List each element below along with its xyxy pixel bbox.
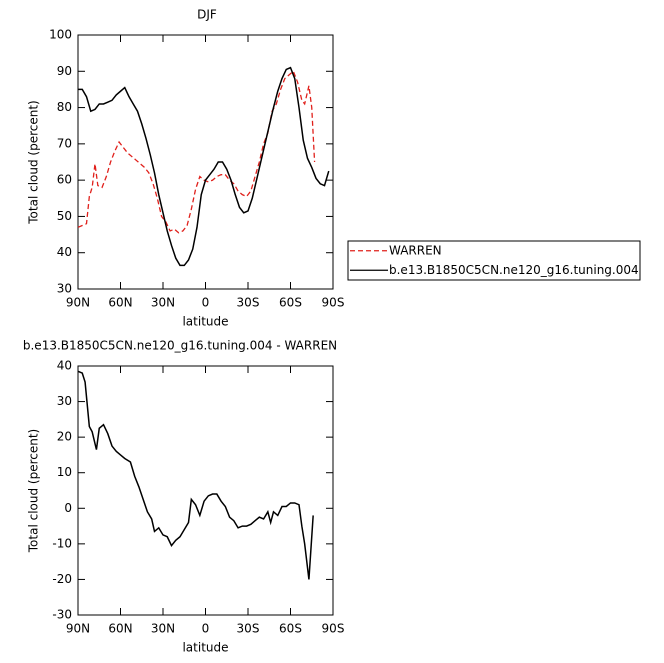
y-tick-label: 40 [57, 245, 72, 259]
y-tick-label: 90 [57, 64, 72, 78]
plot-frame [77, 34, 334, 290]
y-tick-label: -30 [52, 608, 72, 622]
y-tick-label: 20 [57, 430, 72, 444]
y-axis-label: Total cloud (percent) [27, 429, 41, 553]
x-tick-label: 60S [279, 296, 302, 310]
x-tick-label: 30N [151, 296, 175, 310]
y-tick-label: 80 [57, 100, 72, 114]
x-tick-label: 0 [202, 296, 210, 310]
x-tick-label: 60N [108, 296, 132, 310]
x-tick-label: 0 [202, 622, 210, 636]
y-tick-label: 50 [57, 209, 72, 223]
x-tick-label: 60S [279, 622, 302, 636]
y-tick-label: 30 [57, 282, 72, 296]
series-line [77, 370, 314, 580]
series-line [77, 70, 316, 234]
x-axis-label: latitude [182, 315, 228, 329]
y-tick-label: 100 [49, 28, 72, 42]
y-tick-label: 60 [57, 173, 72, 187]
y-tick-label: 0 [64, 501, 72, 515]
legend-box [347, 240, 641, 281]
chart-title: DJF [197, 8, 217, 22]
plot-frame [77, 365, 334, 616]
x-tick-label: 60N [108, 622, 132, 636]
series-line [78, 66, 330, 267]
y-tick-label: 70 [57, 136, 72, 150]
x-tick-label: 90N [66, 296, 90, 310]
x-axis-label: latitude [182, 641, 228, 655]
y-tick-label: -20 [52, 572, 72, 586]
x-tick-label: 30N [151, 622, 175, 636]
y-tick-label: 40 [57, 359, 72, 373]
legend-label: WARREN [389, 243, 442, 257]
x-tick-label: 30S [237, 296, 260, 310]
x-tick-label: 90S [322, 296, 345, 310]
x-tick-label: 90S [322, 622, 345, 636]
legend-label: b.e13.B1850C5CN.ne120_g16.tuning.004 [389, 263, 639, 277]
x-tick-label: 30S [237, 622, 260, 636]
y-tick-label: -10 [52, 536, 72, 550]
y-axis-label: Total cloud (percent) [27, 100, 41, 224]
y-tick-label: 30 [57, 394, 72, 408]
x-tick-label: 90N [66, 622, 90, 636]
y-tick-label: 10 [57, 465, 72, 479]
chart-title: b.e13.B1850C5CN.ne120_g16.tuning.004 - W… [23, 339, 337, 353]
